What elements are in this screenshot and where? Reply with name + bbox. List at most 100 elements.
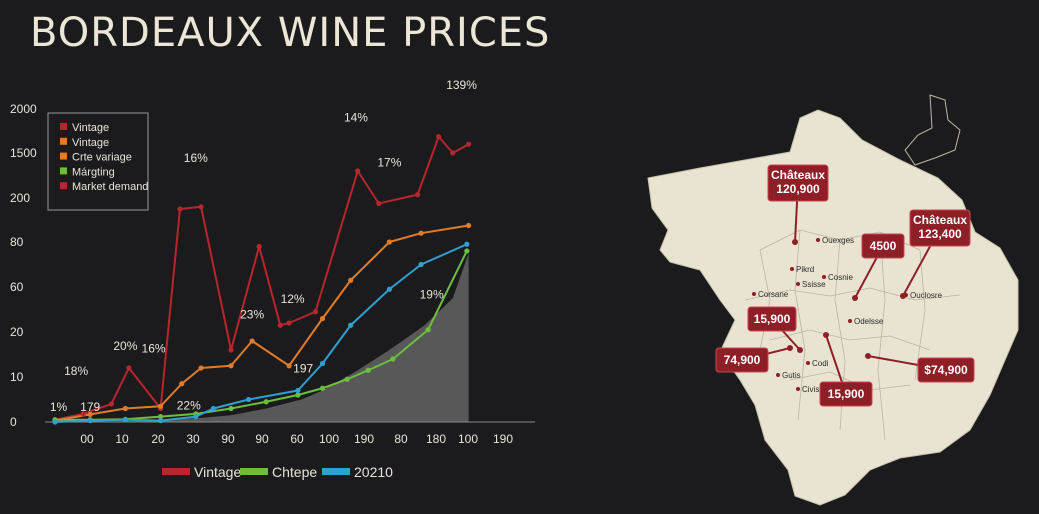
callout-box [715,347,769,373]
series-point [295,392,301,398]
town-label: Civise [802,385,824,394]
series-point [87,418,93,424]
data-label: 17% [377,156,401,170]
series-point [319,360,326,367]
x-tick-label: 10 [115,432,129,446]
x-tick-label: 60 [290,432,304,446]
x-tick-label: 30 [186,432,200,446]
data-label: 139% [446,78,477,92]
annotations: 1% 18% 179 20% 16% 22% 16% 23% 12% 197 14% 17% 19% 13… [50,78,477,414]
series-point [228,405,234,412]
series-point [228,347,234,353]
map-coast-ne [904,94,961,166]
town-label: Codi [812,359,829,368]
series-point [158,403,164,409]
series-point [198,204,204,210]
legend-label: Vintage [72,122,109,134]
x-tick-label: 190 [354,432,374,446]
y-tick-label: 2000 [10,102,37,116]
data-label: 16% [184,151,208,165]
series-line [55,250,468,421]
data-label: 197 [293,362,313,376]
callout-text: Châteaux [913,213,967,227]
series-point [256,243,262,250]
series-point [122,405,128,412]
series-line [54,135,470,421]
y-tick-label: 10 [10,370,24,384]
x-tick-label: 80 [394,432,408,446]
town-label: Pikrd [796,265,814,274]
callout-box [747,306,797,332]
town-label: Ouexges [822,236,854,245]
series-point [425,327,431,333]
series-line [54,224,469,422]
legend-swatch [60,167,67,175]
data-label: 22% [177,398,201,412]
town-label: Odelsse [854,317,884,326]
series-point [436,134,442,140]
y-tick-label: 80 [10,235,24,249]
series-point [87,411,93,417]
town-label: Corsane [758,290,789,299]
y-tick-label: 20 [10,325,24,339]
series-point [126,365,132,371]
series-points [52,134,472,425]
legend-swatch [60,182,67,190]
series-point [228,363,234,369]
series-point [263,399,269,405]
y-tick-label: 60 [10,280,24,294]
axis-ticks: 0 10 20 60 80 200 1500 2000 00 10 20 30 90 90 60 100 190… [10,102,513,446]
series-point [249,338,255,344]
callout-text: 123,400 [918,227,962,241]
series-point [158,418,164,424]
series-point [158,414,164,420]
area-series [55,253,469,422]
town-dot [790,267,794,271]
callout-text: 120,900 [776,182,820,196]
series-point [246,396,252,403]
x-tick-label: 180 [426,432,446,446]
callout-text: 74,900 [724,353,761,367]
bottom-legend-label: 20210 [354,464,393,480]
series-point [52,419,58,425]
data-label: 16% [142,341,166,355]
series-point [193,414,199,420]
callout-box [861,233,905,259]
series-point [177,206,183,212]
map-landmass [647,109,1019,506]
data-label: 18% [64,364,88,378]
y-tick-label: 200 [10,191,30,205]
town-dot [806,361,810,365]
bottom-legend-label: Chtepe [272,464,317,480]
series-point [386,239,392,245]
series-point [179,381,185,387]
series-point [414,192,421,198]
x-tick-label: 90 [221,432,235,446]
series-point [450,150,456,156]
callout-text: 4500 [870,239,897,253]
series-point [108,401,114,407]
area-fill [55,253,469,422]
series-point [80,411,86,417]
chart-legend: Vintage Vintage Crte variage Márgting Market… [47,112,149,211]
callout-box [917,357,975,383]
town-dot [848,319,852,323]
legend-label: Market demand [72,181,148,193]
price-callouts: Châteaux120,900Châteaux123,400450015,900… [715,164,975,407]
callout-text: Châteaux [771,168,825,182]
town-label: Cosnie [828,273,853,282]
data-label: 20% [113,339,137,353]
callout-box [819,381,873,407]
page-title: BORDEAUX WINE PRICES [30,10,551,56]
town-dot [796,282,800,286]
callout-box [767,164,829,202]
series-point [348,277,354,283]
town-label: Ouclosre [910,291,943,300]
legend-label: Vintage [72,137,109,149]
data-label: 1% [50,400,68,414]
series-point [312,309,319,315]
series-point [466,141,472,147]
